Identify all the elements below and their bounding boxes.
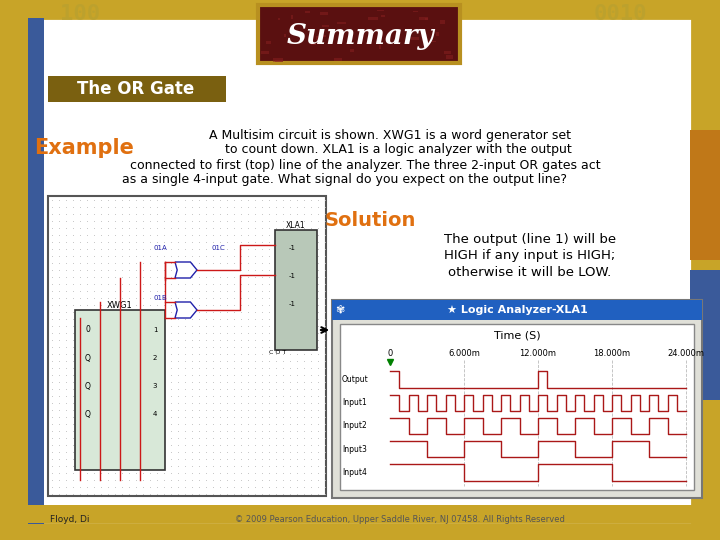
Text: 3: 3 — [153, 383, 157, 389]
Bar — [446, 55, 453, 59]
Bar — [431, 40, 436, 42]
Bar — [690, 270, 720, 400]
Text: 01A: 01A — [153, 245, 167, 251]
Bar — [413, 11, 418, 12]
Bar — [311, 43, 316, 45]
Text: Time (S): Time (S) — [494, 331, 540, 341]
Text: 01B: 01B — [153, 295, 167, 301]
Bar — [275, 230, 317, 350]
Text: XLA1: XLA1 — [286, 221, 306, 231]
Text: Input2: Input2 — [342, 422, 366, 430]
Bar — [368, 17, 378, 21]
Bar — [320, 12, 328, 15]
Bar — [322, 24, 330, 28]
Text: -1: -1 — [289, 245, 295, 251]
Text: © 2009 Pearson Education, Upper Saddle River, NJ 07458. All Rights Reserved: © 2009 Pearson Education, Upper Saddle R… — [235, 516, 565, 524]
Bar — [334, 58, 342, 61]
Bar — [440, 21, 445, 24]
Bar — [381, 15, 385, 17]
Bar — [28, 18, 44, 524]
Bar — [291, 16, 293, 19]
Bar — [364, 30, 366, 31]
Text: Input3: Input3 — [342, 445, 367, 454]
Bar — [425, 18, 428, 20]
Bar — [258, 5, 460, 63]
Text: Summary: Summary — [286, 23, 434, 50]
Bar — [332, 300, 702, 498]
Bar — [273, 58, 283, 62]
Text: 100: 100 — [60, 4, 100, 24]
Bar — [436, 32, 438, 36]
Text: to count down. XLA1 is a logic analyzer with the output: to count down. XLA1 is a logic analyzer … — [209, 144, 572, 157]
Text: Q: Q — [85, 409, 91, 418]
Text: 0: 0 — [86, 326, 91, 334]
Text: Q: Q — [85, 381, 91, 390]
Bar — [337, 22, 346, 24]
Bar — [261, 51, 269, 54]
Text: 24.000m: 24.000m — [667, 349, 704, 359]
Bar — [284, 33, 287, 37]
Text: 01C: 01C — [211, 245, 225, 251]
Bar — [377, 10, 384, 11]
Bar — [75, 310, 165, 470]
Bar — [305, 11, 310, 12]
Text: HIGH if any input is HIGH;: HIGH if any input is HIGH; — [444, 249, 616, 262]
Bar — [351, 49, 354, 52]
Bar — [444, 51, 451, 54]
Text: XWG1: XWG1 — [107, 300, 133, 309]
Bar — [690, 130, 720, 260]
Text: Output: Output — [342, 375, 369, 384]
Text: 6.000m: 6.000m — [448, 349, 480, 359]
Text: -1: -1 — [289, 273, 295, 279]
Text: C O T: C O T — [269, 349, 287, 354]
Text: A Multisim circuit is shown. XWG1 is a word generator set: A Multisim circuit is shown. XWG1 is a w… — [209, 129, 571, 141]
Bar — [340, 324, 694, 490]
Text: -1: -1 — [289, 301, 295, 307]
Text: Floyd, Di: Floyd, Di — [50, 516, 89, 524]
Bar — [320, 35, 325, 37]
Text: ★ Logic Analyzer-XLA1: ★ Logic Analyzer-XLA1 — [446, 305, 588, 315]
Text: connected to first (top) line of the analyzer. The three 2-input OR gates act: connected to first (top) line of the ana… — [130, 159, 600, 172]
Text: otherwise it will be LOW.: otherwise it will be LOW. — [449, 266, 611, 279]
Bar — [332, 300, 702, 320]
Text: Solution: Solution — [324, 211, 415, 229]
Bar — [266, 42, 271, 44]
Text: Input4: Input4 — [342, 468, 367, 477]
Text: 12.000m: 12.000m — [520, 349, 557, 359]
Bar — [48, 196, 326, 496]
Text: 2: 2 — [153, 355, 157, 361]
Text: 4: 4 — [153, 411, 157, 417]
Text: The output (line 1) will be: The output (line 1) will be — [444, 233, 616, 246]
Bar — [48, 76, 226, 102]
Polygon shape — [175, 262, 197, 278]
Bar — [379, 45, 381, 49]
Text: 18.000m: 18.000m — [593, 349, 631, 359]
Text: Q: Q — [85, 354, 91, 362]
Bar — [28, 505, 692, 523]
Text: The OR Gate: The OR Gate — [77, 80, 194, 98]
Polygon shape — [175, 302, 197, 318]
Bar — [410, 37, 419, 40]
Text: 0010: 0010 — [593, 4, 647, 24]
Text: 0: 0 — [387, 349, 392, 359]
Text: Input1: Input1 — [342, 399, 366, 407]
Bar — [275, 60, 283, 62]
Bar — [419, 17, 428, 19]
Text: Example: Example — [34, 138, 134, 158]
Text: ✾: ✾ — [336, 305, 345, 315]
Text: 1: 1 — [153, 327, 157, 333]
Bar — [277, 18, 280, 19]
Text: as a single 4-input gate. What signal do you expect on the output line?: as a single 4-input gate. What signal do… — [122, 173, 567, 186]
Bar — [315, 36, 319, 40]
